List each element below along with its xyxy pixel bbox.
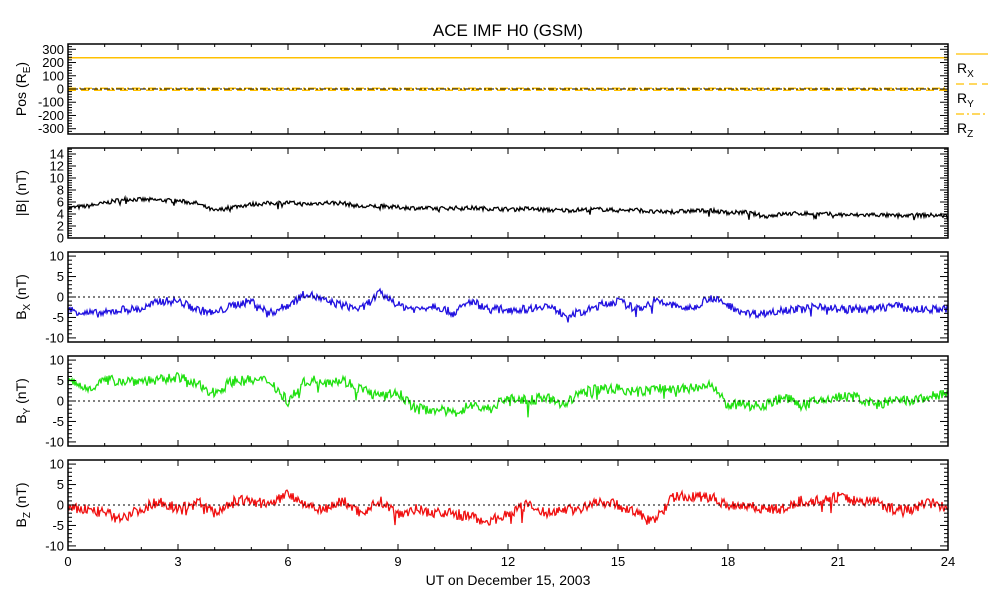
x-tick-label: 6 bbox=[284, 554, 291, 569]
y-tick-label: 0 bbox=[57, 231, 64, 246]
y-tick-label: -300 bbox=[38, 121, 64, 136]
y-axis-label-end: (nT) bbox=[13, 274, 29, 304]
y-tick-label: 0 bbox=[57, 82, 64, 97]
x-tick-label: 12 bbox=[501, 554, 515, 569]
y-tick-label: 2 bbox=[57, 219, 64, 234]
x-tick-label: 21 bbox=[831, 554, 845, 569]
y-tick-label: 5 bbox=[57, 477, 64, 492]
y-tick-label: 5 bbox=[57, 269, 64, 284]
y-axis-label: BY (nT) bbox=[13, 378, 33, 424]
legend-label-y: RY bbox=[957, 90, 974, 110]
y-tick-label: 5 bbox=[57, 373, 64, 388]
y-axis-label-subscript: Y bbox=[22, 407, 33, 414]
y-axis-label-subscript: Z bbox=[22, 512, 33, 518]
x-tick-label: 15 bbox=[611, 554, 625, 569]
y-tick-label: -5 bbox=[52, 414, 64, 429]
y-axis-label-main: B bbox=[13, 310, 29, 319]
legend-label-subscript: Z bbox=[967, 129, 973, 140]
x-axis-label: UT on December 15, 2003 bbox=[426, 572, 591, 588]
y-tick-label: -10 bbox=[45, 330, 64, 345]
y-axis-label-subscript: E bbox=[22, 66, 33, 73]
y-axis-label-main: B bbox=[13, 518, 29, 527]
y-axis-label-main: B bbox=[13, 414, 29, 423]
y-tick-label: 200 bbox=[42, 55, 64, 70]
legend-label-main: R bbox=[957, 60, 967, 76]
x-tick-label: 9 bbox=[394, 554, 401, 569]
y-axis-label-main: Pos (R bbox=[13, 73, 29, 116]
chart-title: ACE IMF H0 (GSM) bbox=[433, 21, 583, 40]
y-axis-label: BX (nT) bbox=[13, 274, 33, 320]
y-tick-label: -10 bbox=[45, 434, 64, 449]
y-tick-label: 6 bbox=[57, 195, 64, 210]
y-tick-label: 10 bbox=[50, 457, 64, 472]
y-axis-label: |B| (nT) bbox=[13, 170, 29, 216]
y-tick-label: 10 bbox=[50, 353, 64, 368]
series-line-bz bbox=[67, 489, 949, 526]
y-tick-label: 100 bbox=[42, 68, 64, 83]
y-tick-label: 12 bbox=[50, 159, 64, 174]
panel-4: -10 -5 0 5 10 BY (nT) bbox=[13, 353, 949, 449]
y-tick-label: -10 bbox=[45, 538, 64, 553]
y-tick-label: -200 bbox=[38, 108, 64, 123]
y-tick-label: 4 bbox=[57, 207, 64, 222]
series-line-bx bbox=[67, 287, 949, 323]
x-tick-label: 18 bbox=[721, 554, 735, 569]
x-tick-label: 3 bbox=[174, 554, 181, 569]
y-tick-label: 14 bbox=[50, 147, 64, 162]
y-tick-label: -5 bbox=[52, 310, 64, 325]
y-tick-label: -5 bbox=[52, 518, 64, 533]
series-line-by bbox=[67, 371, 949, 418]
y-tick-label: 0 bbox=[57, 498, 64, 513]
y-tick-label: 300 bbox=[42, 42, 64, 57]
panel-frame bbox=[67, 147, 949, 239]
legend-label-main: R bbox=[957, 120, 967, 136]
y-tick-label: 10 bbox=[50, 249, 64, 264]
legend-label-main: R bbox=[957, 90, 967, 106]
y-axis-label-end: (nT) bbox=[13, 482, 29, 512]
y-axis-label-end: (nT) bbox=[13, 378, 29, 408]
legend-label-z: RZ bbox=[957, 120, 973, 140]
y-axis-label-main: |B| (nT) bbox=[13, 170, 29, 216]
panel-3: -10 -5 0 5 10 BX (nT) bbox=[13, 249, 949, 345]
y-axis-label-subscript: X bbox=[22, 303, 33, 310]
y-tick-label: 0 bbox=[57, 290, 64, 305]
y-tick-label: 10 bbox=[50, 171, 64, 186]
y-tick-label: 8 bbox=[57, 183, 64, 198]
panel-5: -10 -5 0 5 10 BZ (nT) bbox=[13, 457, 949, 553]
legend-label-subscript: Y bbox=[967, 99, 974, 110]
series-line-b bbox=[67, 194, 949, 222]
y-axis-label-end: ) bbox=[13, 62, 29, 67]
y-axis-label: BZ (nT) bbox=[13, 482, 33, 527]
legend-label-subscript: X bbox=[967, 69, 974, 80]
legend-label-x: RX bbox=[957, 60, 974, 80]
y-tick-label: 0 bbox=[57, 394, 64, 409]
y-axis-label: Pos (RE) bbox=[13, 62, 33, 116]
y-tick-label: -100 bbox=[38, 95, 64, 110]
x-tick-label: 0 bbox=[64, 554, 71, 569]
x-tick-label: 24 bbox=[941, 554, 955, 569]
